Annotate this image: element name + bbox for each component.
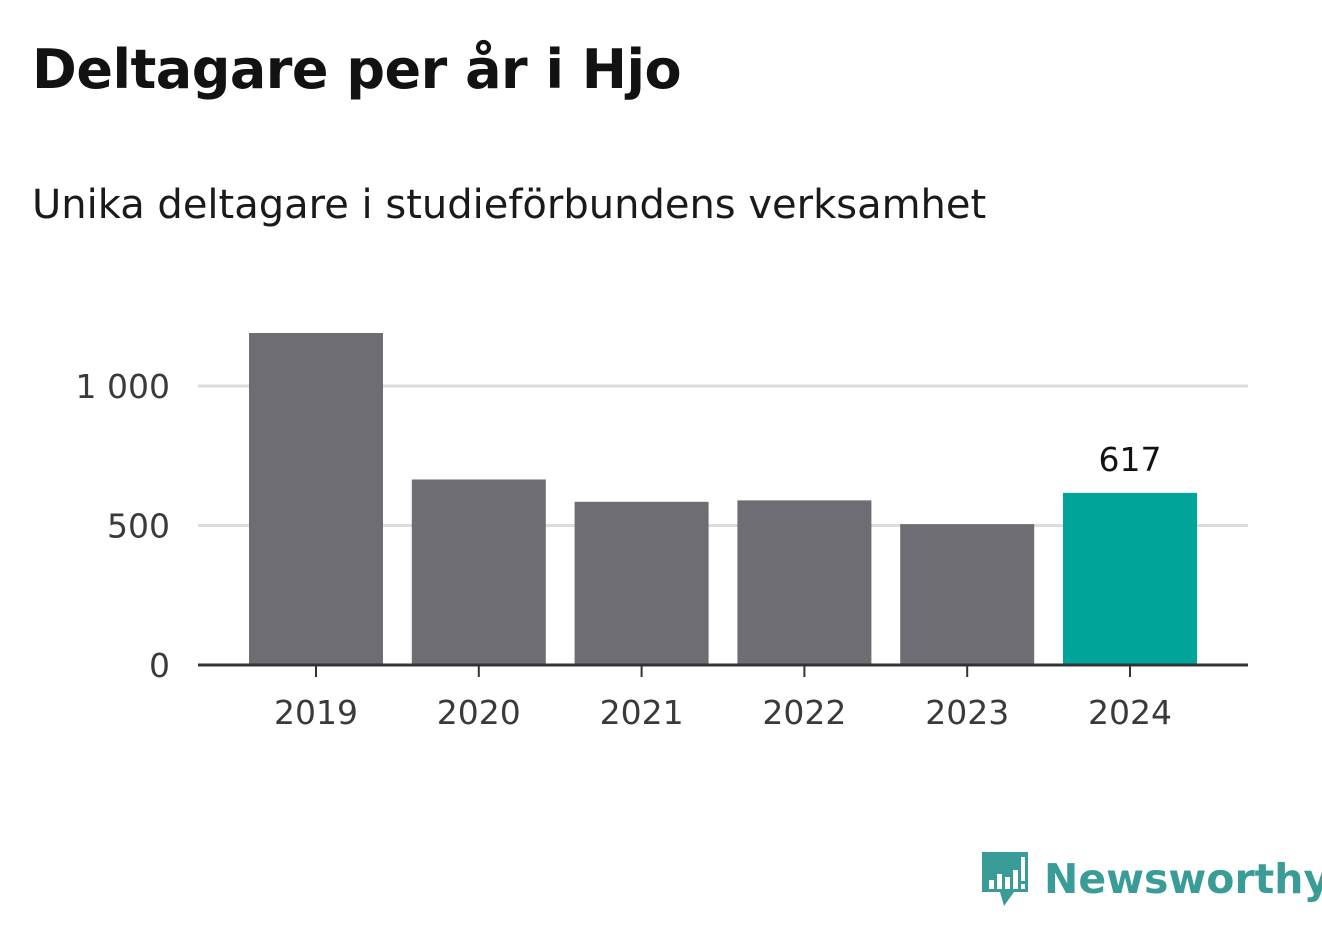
- x-tick-label: 2020: [437, 693, 521, 732]
- x-tick-label: 2023: [925, 693, 1009, 732]
- chart-title: Deltagare per år i Hjo: [32, 38, 682, 101]
- bar-2020: [411, 479, 546, 665]
- bar-2024: [1063, 492, 1197, 665]
- y-tick-label: 1 000: [76, 367, 170, 406]
- x-tick-label: 2024: [1088, 693, 1172, 732]
- brand-name: Newsworthy: [1044, 855, 1322, 903]
- chart-subtitle: Unika deltagare i studieförbundens verks…: [32, 182, 987, 228]
- y-tick-label: 0: [149, 646, 170, 685]
- x-tick-label: 2022: [762, 693, 846, 732]
- bar-2023: [900, 524, 1035, 665]
- y-tick-label: 500: [107, 507, 170, 546]
- bar-2022: [737, 500, 872, 665]
- x-tick-label: 2019: [274, 693, 358, 732]
- data-label: 617: [1099, 440, 1162, 479]
- bar-2021: [574, 501, 709, 665]
- bar-2019: [249, 332, 383, 665]
- x-tick-label: 2021: [600, 693, 684, 732]
- brand-logo: Newsworthy: [980, 846, 1322, 912]
- newsworthy-logo-icon: [982, 852, 1028, 906]
